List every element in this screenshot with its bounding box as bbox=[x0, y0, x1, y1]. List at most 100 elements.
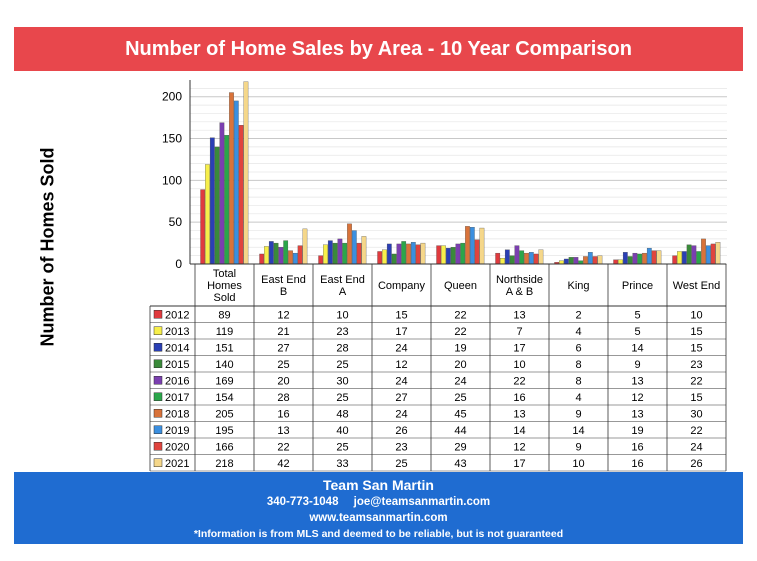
x-tick-label: Northside A & B bbox=[496, 274, 543, 298]
data-label: 48 bbox=[336, 408, 348, 420]
bar bbox=[273, 242, 279, 265]
data-label: 154 bbox=[215, 392, 233, 404]
bar bbox=[233, 100, 239, 265]
data-label: 13 bbox=[277, 425, 289, 437]
bar bbox=[618, 259, 623, 265]
data-label: 17 bbox=[395, 326, 407, 338]
bar bbox=[288, 250, 293, 265]
bar bbox=[578, 260, 584, 265]
data-label: 42 bbox=[277, 458, 289, 470]
legend-swatch bbox=[153, 359, 163, 368]
data-label: 14 bbox=[572, 425, 584, 437]
legend-entry: 2012 bbox=[165, 309, 189, 321]
legend-swatch bbox=[153, 442, 163, 451]
bar bbox=[524, 252, 529, 265]
bar bbox=[318, 255, 324, 265]
phone-number: 340-773-1048 bbox=[266, 496, 339, 508]
data-label: 17 bbox=[513, 342, 525, 354]
bar bbox=[597, 255, 603, 265]
legend-swatch bbox=[153, 310, 163, 319]
bar bbox=[519, 250, 525, 265]
data-label: 45 bbox=[454, 408, 466, 420]
bar bbox=[214, 146, 220, 265]
bar bbox=[637, 253, 643, 265]
data-label: 33 bbox=[336, 458, 348, 470]
data-label: 8 bbox=[575, 375, 581, 387]
x-tick-label: West End bbox=[673, 280, 721, 292]
data-label: 21 bbox=[277, 326, 289, 338]
legend-swatch bbox=[153, 425, 163, 434]
email-link[interactable]: joe@teamsanmartin.com bbox=[353, 496, 491, 508]
x-tick-label: East End A bbox=[320, 274, 365, 298]
bar bbox=[642, 252, 647, 265]
bar bbox=[292, 252, 298, 265]
bar bbox=[573, 257, 579, 265]
legend-entry: 2014 bbox=[165, 342, 189, 354]
bar bbox=[243, 81, 249, 265]
bar bbox=[701, 238, 706, 265]
data-label: 13 bbox=[513, 408, 525, 420]
bar bbox=[436, 245, 442, 265]
bar bbox=[445, 247, 451, 265]
bar bbox=[627, 256, 633, 265]
x-tick-label: Total Homes Sold bbox=[207, 268, 242, 304]
data-label: 205 bbox=[215, 408, 233, 420]
data-label: 25 bbox=[395, 458, 407, 470]
bar bbox=[356, 242, 362, 265]
bar bbox=[465, 226, 470, 265]
title-banner: Number of Home Sales by Area - 10 Year C… bbox=[14, 27, 743, 71]
legend-swatch bbox=[153, 392, 163, 401]
bar bbox=[205, 164, 210, 265]
data-label: 13 bbox=[513, 309, 525, 321]
bar bbox=[622, 252, 628, 265]
bar bbox=[377, 251, 383, 265]
data-label: 15 bbox=[690, 342, 702, 354]
legend-swatch bbox=[153, 376, 163, 385]
data-label: 5 bbox=[634, 326, 640, 338]
data-label: 22 bbox=[454, 326, 466, 338]
bar bbox=[514, 245, 520, 265]
data-label: 27 bbox=[277, 342, 289, 354]
data-label: 16 bbox=[513, 392, 525, 404]
data-label: 2 bbox=[575, 309, 581, 321]
bar bbox=[479, 227, 485, 265]
bar bbox=[361, 236, 367, 265]
bar bbox=[710, 243, 716, 265]
bar bbox=[209, 137, 215, 265]
website-link[interactable]: www.teamsanmartin.com bbox=[309, 512, 448, 524]
data-label: 20 bbox=[454, 359, 466, 371]
bar bbox=[651, 250, 657, 265]
data-label: 10 bbox=[336, 309, 348, 321]
legend-entry: 2013 bbox=[165, 326, 189, 338]
bar bbox=[504, 249, 510, 265]
legend-entry: 2017 bbox=[165, 392, 189, 404]
data-label: 218 bbox=[215, 458, 233, 470]
data-label: 25 bbox=[336, 359, 348, 371]
bar bbox=[656, 250, 662, 265]
bar bbox=[337, 238, 343, 265]
data-label: 30 bbox=[336, 375, 348, 387]
data-label: 7 bbox=[516, 326, 522, 338]
data-label: 166 bbox=[215, 441, 233, 453]
data-label: 6 bbox=[575, 342, 581, 354]
bar bbox=[469, 227, 475, 265]
data-label: 23 bbox=[395, 441, 407, 453]
data-label: 24 bbox=[690, 441, 702, 453]
data-label: 13 bbox=[631, 408, 643, 420]
data-label: 30 bbox=[690, 408, 702, 420]
data-label: 15 bbox=[395, 309, 407, 321]
data-label: 43 bbox=[454, 458, 466, 470]
bar bbox=[259, 253, 265, 265]
y-tick-label: 150 bbox=[162, 132, 182, 146]
bar bbox=[224, 135, 230, 265]
data-label: 12 bbox=[277, 309, 289, 321]
legend-swatch bbox=[153, 409, 163, 418]
bar bbox=[587, 252, 593, 265]
data-label: 25 bbox=[336, 392, 348, 404]
bar bbox=[715, 242, 721, 265]
bar bbox=[672, 255, 678, 265]
data-label: 9 bbox=[634, 359, 640, 371]
bar bbox=[686, 244, 692, 265]
bar bbox=[632, 252, 638, 265]
